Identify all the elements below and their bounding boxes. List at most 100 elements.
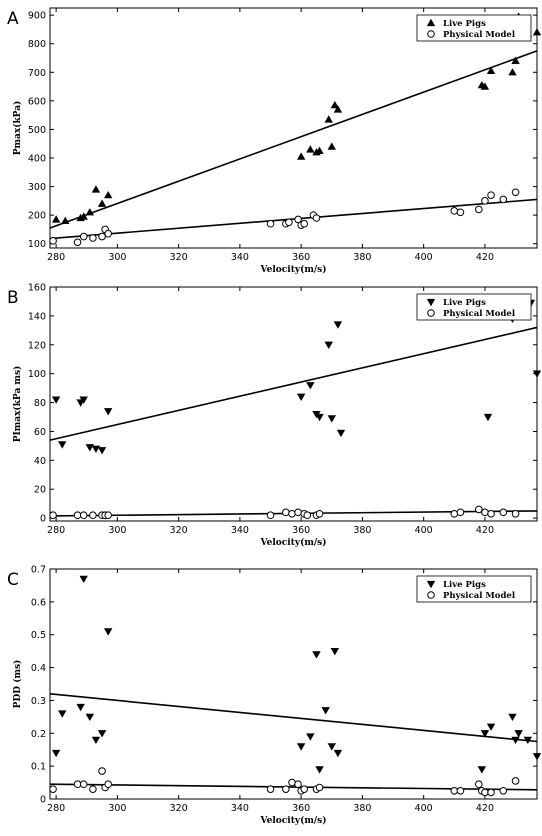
data-point-live-pigs (336, 429, 346, 438)
x-tick-label: 340 (231, 525, 249, 536)
panel-letter: C (7, 570, 19, 590)
data-point-live-pigs (321, 707, 330, 715)
series-live-pigs (49, 575, 542, 774)
x-tick-label: 320 (170, 525, 188, 536)
data-point-physical-model (475, 205, 483, 214)
y-tick-label: 700 (28, 68, 46, 79)
data-point-live-pigs (333, 321, 343, 329)
data-point-live-pigs (296, 743, 306, 751)
y-tick-label: 160 (28, 283, 46, 294)
data-point-live-pigs (103, 628, 113, 636)
data-point-physical-model (294, 508, 302, 517)
data-point-physical-model (73, 238, 82, 247)
data-point-physical-model (303, 511, 312, 520)
data-point-physical-model (266, 785, 275, 793)
data-point-live-pigs (508, 68, 517, 76)
data-point-physical-model (300, 219, 309, 228)
series-physical-model (49, 767, 538, 797)
y-axis-label: PDD (ms) (12, 660, 23, 709)
legend-entry: Live Pigs (443, 580, 486, 590)
data-point-physical-model (511, 188, 520, 197)
legend-marker (426, 18, 436, 27)
data-point-physical-model (104, 511, 112, 520)
data-point-live-pigs (76, 703, 85, 712)
legend-marker (427, 309, 435, 317)
data-point-live-pigs (312, 651, 321, 659)
y-tick-label: 80 (34, 398, 46, 409)
x-tick-label: 280 (47, 803, 65, 814)
data-point-physical-model (481, 788, 489, 797)
data-point-live-pigs (85, 444, 95, 452)
data-point-physical-model (499, 195, 508, 204)
x-tick-label: 380 (353, 252, 371, 263)
legend-marker (427, 591, 435, 599)
data-point-live-pigs (486, 723, 496, 731)
data-point-physical-model (104, 229, 112, 238)
x-tick-label: 420 (476, 525, 494, 536)
data-point-live-pigs (523, 736, 533, 745)
data-point-live-pigs (51, 749, 61, 758)
data-point-physical-model (300, 785, 309, 793)
x-tick-label: 360 (292, 525, 310, 536)
x-tick-label: 340 (231, 803, 249, 814)
x-tick-label: 300 (108, 252, 126, 263)
data-point-live-pigs (508, 713, 517, 722)
legend-box (416, 293, 532, 321)
x-tick-label: 420 (476, 803, 494, 814)
panel-b: B 280 300 320 340 360 380 400 420 0 20 40 60 80 100 120… (7, 283, 542, 548)
panel-c: C 280 300 320 340 360 380 400 420 0 0.1 0.2 0.3 0.4 0.… (7, 565, 542, 826)
data-point-live-pigs (97, 447, 107, 455)
y-tick-label: 400 (28, 154, 46, 165)
data-point-physical-model (266, 511, 275, 520)
data-point-live-pigs (477, 766, 487, 774)
data-point-live-pigs (327, 415, 336, 423)
data-point-live-pigs (480, 730, 490, 738)
data-point-physical-model (315, 783, 324, 792)
y-tick-label: 600 (28, 96, 46, 107)
data-point-live-pigs (79, 212, 88, 220)
data-point-physical-model (89, 234, 97, 242)
x-tick-label: 300 (108, 525, 126, 536)
data-point-live-pigs (103, 190, 113, 199)
data-point-live-pigs (306, 382, 315, 390)
data-point-physical-model (79, 780, 88, 789)
y-tick-label: 900 (28, 11, 46, 22)
x-axis-label: Velocity(m/s) (260, 815, 327, 826)
data-point-physical-model (282, 508, 290, 517)
data-point-live-pigs (306, 145, 315, 153)
data-point-live-pigs (306, 733, 315, 741)
y-tick-label: 140 (28, 311, 46, 322)
data-point-physical-model (456, 208, 465, 217)
data-point-live-pigs (91, 445, 101, 453)
y-tick-label: 0.7 (31, 565, 46, 576)
data-point-live-pigs (85, 208, 95, 216)
y-tick-label: 100 (28, 239, 46, 250)
data-point-live-pigs (85, 713, 95, 722)
legend-entry: Physical Model (443, 309, 516, 319)
data-point-live-pigs (514, 730, 523, 738)
data-point-physical-model (79, 232, 88, 241)
data-point-live-pigs (97, 730, 107, 738)
fit-line-live-pigs (49, 693, 538, 743)
data-point-live-pigs (296, 152, 306, 160)
y-axis-label: PImax(kPa ms) (12, 366, 23, 443)
panel-letter: B (7, 288, 19, 308)
x-tick-label: 400 (415, 252, 433, 263)
data-point-physical-model (475, 780, 483, 789)
y-tick-label: 40 (34, 456, 46, 467)
x-tick-label: 320 (170, 803, 188, 814)
data-point-physical-model (294, 780, 302, 789)
data-point-live-pigs (91, 736, 101, 745)
data-point-physical-model (450, 786, 459, 795)
y-tick-label: 0.4 (31, 663, 46, 674)
data-point-live-pigs (532, 28, 542, 36)
data-point-physical-model (294, 215, 302, 224)
data-point-physical-model (285, 218, 293, 227)
data-point-live-pigs (51, 396, 61, 404)
x-tick-label: 340 (231, 252, 249, 263)
data-point-physical-model (73, 511, 82, 520)
data-point-live-pigs (483, 413, 493, 422)
y-tick-label: 800 (28, 39, 46, 50)
